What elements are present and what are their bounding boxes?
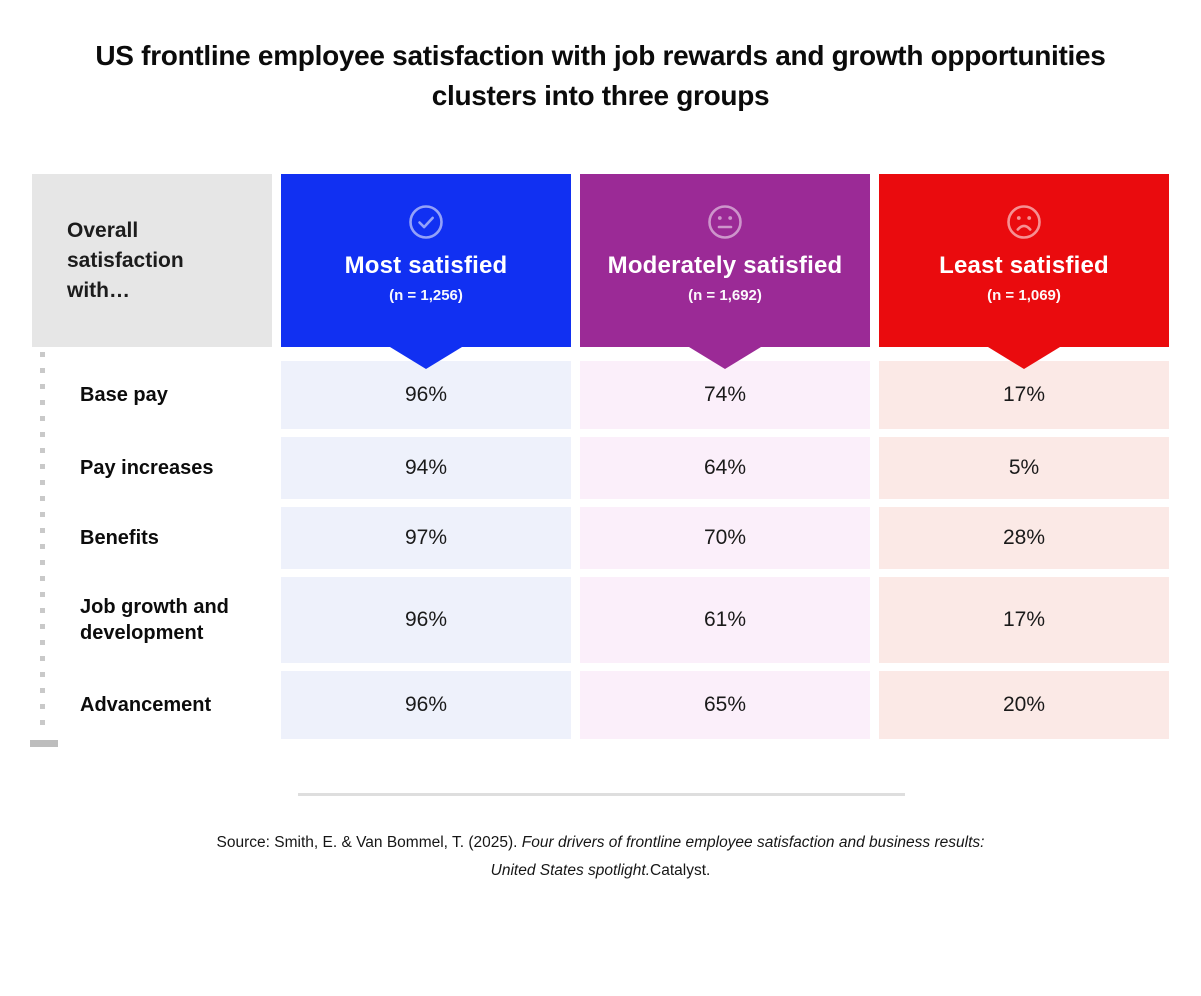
corner-header-label: Overall satisfaction with… — [67, 218, 184, 302]
source-citation: Source: Smith, E. & Van Bommel, T. (2025… — [0, 829, 1201, 885]
page-title: US frontline employee satisfaction with … — [95, 40, 1106, 111]
value-cell: 70% — [580, 507, 870, 569]
row-label-text: Advancement — [80, 694, 212, 716]
neutral-face-icon — [708, 205, 742, 239]
source-prefix: Source: Smith, E. & Van Bommel, T. (2025… — [216, 834, 522, 851]
table-row-base-pay: Base pay 96% 74% 17% — [32, 361, 1169, 429]
row-label: Pay increases — [32, 437, 272, 499]
value-cell: 64% — [580, 437, 870, 499]
sample-size-label: (n = 1,256) — [389, 287, 463, 304]
table-row-advancement: Advancement 96% 65% 20% — [32, 671, 1169, 739]
row-label: Base pay — [32, 361, 272, 429]
source-citation-text: Source: Smith, E. & Van Bommel, T. (2025… — [206, 829, 996, 885]
table-row-pay-increases: Pay increases 94% 64% 5% — [32, 437, 1169, 499]
row-label-text: Benefits — [80, 527, 159, 549]
value-cell: 97% — [281, 507, 571, 569]
value-cell: 17% — [879, 577, 1169, 663]
guide-line-end-cap — [30, 740, 58, 747]
column-header-moderately-satisfied: Moderately satisfied (n = 1,692) — [580, 174, 870, 369]
value-cell: 20% — [879, 671, 1169, 739]
value-cell: 96% — [281, 361, 571, 429]
header-notch — [689, 347, 761, 369]
source-suffix: Catalyst. — [650, 862, 711, 879]
row-label: Benefits — [32, 507, 272, 569]
value-cell: 61% — [580, 577, 870, 663]
source-divider — [298, 793, 905, 796]
table-header-row: Overall satisfaction with… Most satisfie… — [32, 174, 1169, 369]
value-cell: 74% — [580, 361, 870, 429]
column-header-least-satisfied: Least satisfied (n = 1,069) — [879, 174, 1169, 369]
comparison-table: Overall satisfaction with… Most satisfie… — [32, 174, 1169, 739]
group-label: Moderately satisfied — [607, 252, 843, 279]
value-cell: 17% — [879, 361, 1169, 429]
value-cell: 94% — [281, 437, 571, 499]
header-notch — [390, 347, 462, 369]
row-label: Advancement — [32, 671, 272, 739]
row-label-text: Base pay — [80, 384, 168, 406]
row-label: Job growth and development — [32, 577, 272, 663]
check-circle-icon — [409, 205, 443, 239]
corner-header: Overall satisfaction with… — [32, 174, 272, 347]
header-notch — [988, 347, 1060, 369]
value-cell: 96% — [281, 671, 571, 739]
table-row-benefits: Benefits 97% 70% 28% — [32, 507, 1169, 569]
value-cell: 65% — [580, 671, 870, 739]
sample-size-label: (n = 1,692) — [688, 287, 762, 304]
sad-face-icon — [1007, 205, 1041, 239]
source-italic-title: Four drivers of frontline employee satis… — [490, 834, 985, 879]
row-label-text: Pay increases — [80, 457, 214, 479]
column-header-most-satisfied: Most satisfied (n = 1,256) — [281, 174, 571, 369]
value-cell: 28% — [879, 507, 1169, 569]
group-label: Least satisfied — [939, 252, 1109, 279]
table-row-job-growth-and-development: Job growth and development 96% 61% 17% — [32, 577, 1169, 663]
sample-size-label: (n = 1,069) — [987, 287, 1061, 304]
value-cell: 96% — [281, 577, 571, 663]
row-label-text: Job growth and development — [80, 596, 229, 644]
value-cell: 5% — [879, 437, 1169, 499]
dotted-guide-line — [40, 352, 45, 736]
group-label: Most satisfied — [344, 252, 508, 279]
